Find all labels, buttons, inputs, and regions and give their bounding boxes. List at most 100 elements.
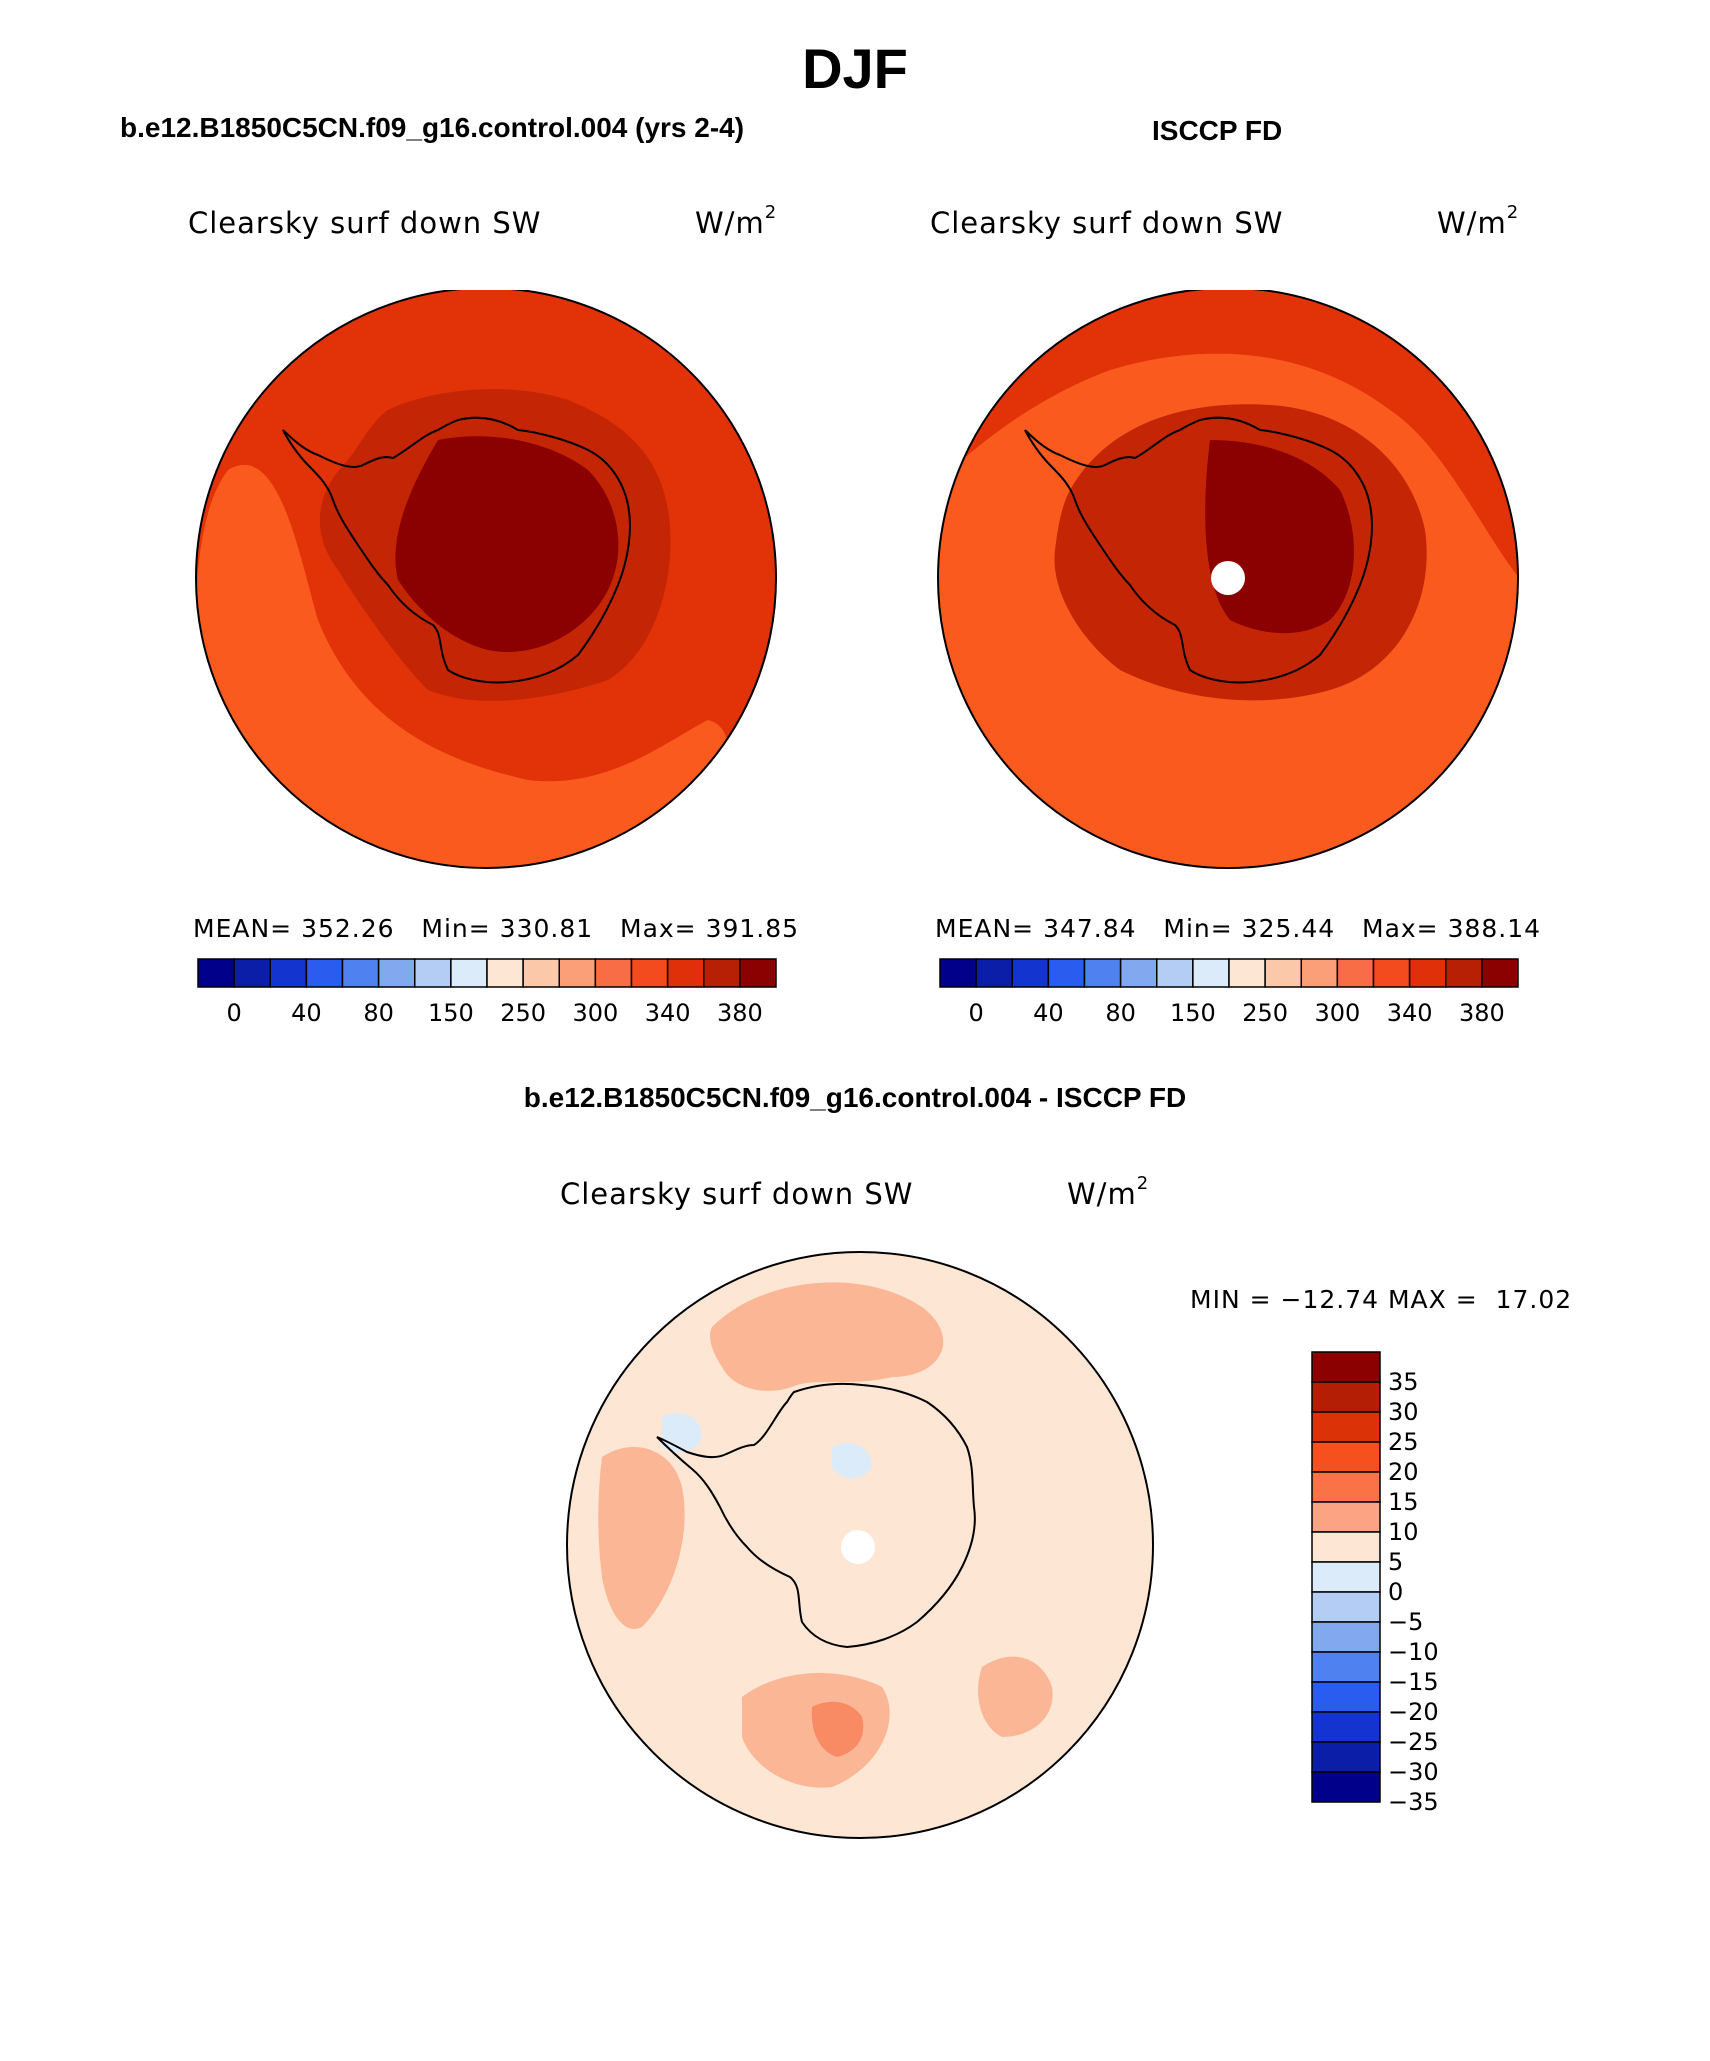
colorbar-swatch	[1228, 958, 1266, 988]
colorbar-swatch	[1311, 1531, 1381, 1563]
right-variable-label: Clearsky surf down SW	[930, 206, 1284, 240]
left-units-label: W/m2	[695, 202, 778, 240]
diff-minmax: MIN = −12.74 MAX = 17.02	[1190, 1285, 1573, 1314]
pole-missing-data	[1211, 561, 1245, 595]
negative-anomaly-interior	[832, 1443, 872, 1479]
colorbar-swatch	[1119, 958, 1158, 988]
map-boundary	[195, 290, 777, 869]
colorbar-swatch	[1300, 958, 1339, 988]
colorbar-swatch	[1311, 1471, 1381, 1503]
right-panel-case-title: ISCCP FD	[1152, 115, 1283, 146]
colorbar-swatch	[1311, 1591, 1381, 1623]
diff-variable-label: Clearsky surf down SW	[560, 1177, 914, 1211]
colorbar-swatch	[1311, 1561, 1381, 1593]
colorbar-swatch	[1311, 1621, 1381, 1653]
left-panel-case-title: b.e12.B1850C5CN.f09_g16.control.004 (yrs…	[120, 112, 745, 143]
colorbar-swatch	[1311, 1741, 1381, 1773]
colorbar-swatch	[486, 958, 524, 988]
colorbar-swatch	[1481, 958, 1519, 988]
colorbar-tick-label: 250	[500, 999, 546, 1027]
map-boundary	[566, 1251, 1154, 1839]
colorbar-tick-label: −5	[1388, 1608, 1423, 1636]
left-variable-label: Clearsky surf down SW	[188, 206, 542, 240]
left-colorbar: 0 40 80 150 250 300 340 380	[197, 958, 777, 1027]
colorbar-tick-label: −10	[1388, 1638, 1439, 1666]
colorbar-tick-label: 340	[645, 999, 691, 1027]
right-colorbar: 0 40 80 150 250 300 340 380	[939, 958, 1519, 1027]
colorbar-tick-label: 40	[1033, 999, 1064, 1027]
colorbar-swatch	[939, 958, 977, 988]
colorbar-swatch	[1311, 1651, 1381, 1683]
colorbar-swatch	[558, 958, 597, 988]
colorbar-swatch	[1311, 1381, 1381, 1413]
positive-anomaly-north	[710, 1282, 944, 1391]
colorbar-tick-label: 150	[428, 999, 474, 1027]
colorbar-tick-label: 15	[1388, 1488, 1419, 1516]
colorbar-tick-label: −20	[1388, 1698, 1439, 1726]
colorbar-swatch	[975, 958, 1013, 988]
colorbar-swatch	[1083, 958, 1122, 988]
colorbar-swatch	[233, 958, 271, 988]
colorbar-tick-label: 10	[1388, 1518, 1419, 1546]
colorbar-swatch	[666, 958, 705, 988]
colorbar-tick-label: 20	[1388, 1458, 1419, 1486]
colorbar-swatch	[703, 958, 741, 988]
colorbar-swatch	[1311, 1771, 1381, 1803]
colorbar-tick-label: 5	[1388, 1548, 1403, 1576]
left-polar-map	[195, 290, 777, 869]
colorbar-swatch	[377, 958, 416, 988]
colorbar-tick-label: 0	[968, 999, 983, 1027]
colorbar-tick-label: 80	[1105, 999, 1136, 1027]
colorbar-swatch	[1011, 958, 1050, 988]
right-stats: MEAN= 347.84 Min= 325.44 Max= 388.14	[935, 914, 1542, 943]
colorbar-tick-label: 300	[1314, 999, 1360, 1027]
pole-missing-data	[841, 1530, 875, 1564]
colorbar-tick-label: 25	[1388, 1428, 1419, 1456]
map-boundary	[937, 290, 1519, 869]
colorbar-tick-label: 0	[226, 999, 241, 1027]
colorbar-tick-label: 250	[1242, 999, 1288, 1027]
colorbar-swatch	[1408, 958, 1447, 988]
colorbar-tick-label: −25	[1388, 1728, 1439, 1756]
strong-positive-anomaly	[811, 1701, 864, 1757]
colorbar-swatch	[341, 958, 380, 988]
colorbar-swatch	[739, 958, 777, 988]
upper-flux-region	[938, 290, 1518, 590]
colorbar-swatch	[1264, 958, 1302, 988]
main-title: DJF	[802, 37, 908, 100]
colorbar-swatch	[1372, 958, 1411, 988]
positive-anomaly-west	[598, 1447, 685, 1629]
right-polar-map	[937, 290, 1519, 869]
antarctica-coastline	[1024, 416, 1373, 684]
antarctica-coastline	[656, 1382, 976, 1649]
colorbar-tick-label: 80	[363, 999, 394, 1027]
colorbar-swatch	[269, 958, 308, 988]
colorbar-tick-label: −30	[1388, 1758, 1439, 1786]
right-units-label: W/m2	[1437, 202, 1520, 240]
diff-units-label: W/m2	[1067, 1173, 1150, 1211]
colorbar-swatch	[1311, 1351, 1381, 1383]
colorbar-tick-label: 300	[572, 999, 618, 1027]
colorbar-swatch	[1445, 958, 1483, 988]
colorbar-tick-label: 35	[1388, 1368, 1419, 1396]
colorbar-swatch	[1336, 958, 1375, 988]
colorbar-swatch	[522, 958, 560, 988]
interior-max-region	[395, 436, 619, 652]
colorbar-tick-label: 0	[1388, 1578, 1403, 1606]
positive-anomaly-southeast	[978, 1656, 1053, 1737]
left-stats: MEAN= 352.26 Min= 330.81 Max= 391.85	[193, 914, 800, 943]
colorbar-swatch	[414, 958, 452, 988]
colorbar-swatch	[1156, 958, 1194, 988]
colorbar-swatch	[1311, 1411, 1381, 1443]
lower-flux-region	[196, 464, 729, 868]
colorbar-swatch	[305, 958, 344, 988]
colorbar-swatch	[1192, 958, 1230, 988]
colorbar-swatch	[1311, 1681, 1381, 1713]
colorbar-swatch	[630, 958, 669, 988]
colorbar-tick-label: 380	[717, 999, 763, 1027]
colorbar-tick-label: −35	[1388, 1788, 1439, 1816]
colorbar-tick-label: 380	[1459, 999, 1505, 1027]
difference-case-title: b.e12.B1850C5CN.f09_g16.control.004 - IS…	[523, 1082, 1187, 1113]
colorbar-tick-label: 150	[1170, 999, 1216, 1027]
